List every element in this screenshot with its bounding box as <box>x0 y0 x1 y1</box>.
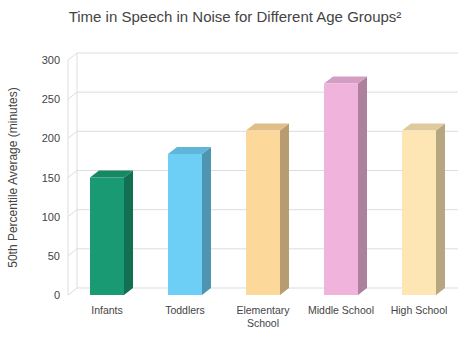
bar-top <box>246 124 289 131</box>
x-tick-label-line: Elementary <box>236 304 290 316</box>
back-wall-line <box>77 53 78 288</box>
bar-top <box>168 147 211 154</box>
bar-top <box>90 171 133 178</box>
bar <box>246 131 280 296</box>
bar-side <box>124 171 133 296</box>
y-tick-label: 300 <box>42 54 60 66</box>
grid-line <box>68 53 458 60</box>
bar <box>324 84 358 296</box>
x-tick-label: Middle School <box>308 304 374 316</box>
bar <box>90 178 124 296</box>
x-tick-label: ElementarySchool <box>236 304 290 329</box>
bar-side <box>280 124 289 296</box>
x-tick-label: Toddlers <box>165 304 205 316</box>
bar <box>168 154 202 295</box>
title: Time in Speech in Noise for Different Ag… <box>69 8 402 25</box>
y-axis-label: 50th Percentile Average (minutes) <box>6 87 20 268</box>
x-tick-label: Infants <box>91 304 123 316</box>
y-tick-label: 0 <box>54 289 60 301</box>
x-tick-label-line: School <box>247 317 279 329</box>
bar-side <box>358 77 367 296</box>
y-axis-line <box>68 60 69 295</box>
bars <box>90 77 445 296</box>
bar-side <box>202 147 211 295</box>
bar-side <box>436 124 445 296</box>
y-tick-label: 250 <box>42 93 60 105</box>
chart: Time in Speech in Noise for Different Ag… <box>0 0 463 337</box>
grid-line <box>68 92 458 99</box>
x-tick-label: High School <box>391 304 448 316</box>
bar-top <box>402 124 445 131</box>
bar <box>402 131 436 296</box>
y-tick-label: 50 <box>48 250 60 262</box>
y-tick-label: 100 <box>42 211 60 223</box>
bar-top <box>324 77 367 84</box>
y-tick-label: 200 <box>42 132 60 144</box>
y-tick-label: 150 <box>42 172 60 184</box>
